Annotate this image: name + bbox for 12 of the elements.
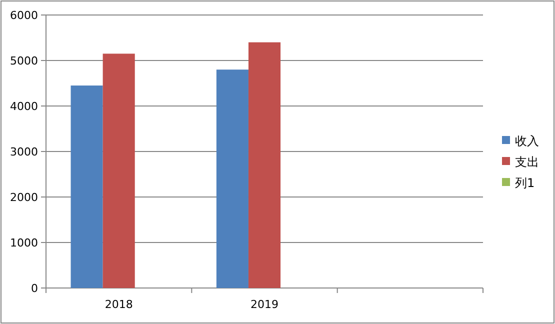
y-tick-label: 4000: [10, 100, 38, 113]
y-tick-label: 1000: [10, 236, 38, 250]
legend-label: 支出: [515, 155, 539, 169]
legend-label: 列1: [515, 176, 535, 190]
y-tick-label: 6000: [10, 9, 38, 22]
x-tick-label: 2019: [250, 298, 278, 311]
y-tick-label: 2000: [10, 191, 38, 204]
y-tick-label: 0: [31, 282, 38, 295]
y-tick-label: 5000: [10, 54, 38, 68]
legend-label: 收入: [515, 134, 539, 148]
x-tick-label: 2018: [104, 298, 133, 311]
y-tick-label: 3000: [10, 146, 38, 158]
